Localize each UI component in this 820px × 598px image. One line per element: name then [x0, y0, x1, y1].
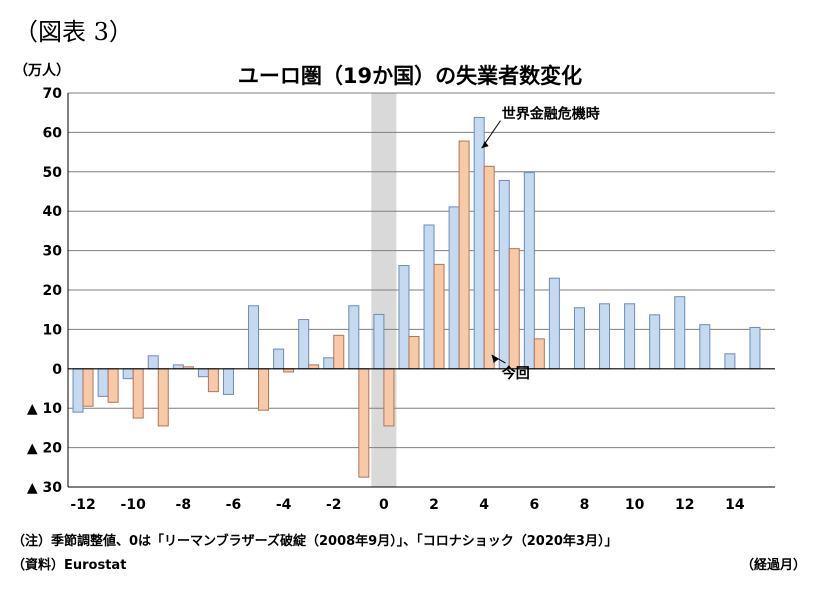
x-axis-unit-label: （経過月） [740, 558, 806, 573]
bar-financial-crisis [97, 368, 109, 397]
x-tick-label: 14 [725, 497, 745, 513]
bar-current [157, 368, 169, 427]
x-tick-label: -6 [226, 497, 242, 513]
bar-financial-crisis [448, 206, 460, 370]
chart-title: ユーロ圏（19か国）の失業者数変化 [237, 64, 583, 88]
bar-financial-crisis [523, 172, 535, 370]
bar-financial-crisis [373, 313, 385, 370]
y-tick-label: ▲ 30 [27, 480, 62, 496]
y-tick-label: 60 [43, 125, 63, 141]
x-tick-label: -2 [326, 497, 342, 513]
y-tick-label: ▲ 10 [27, 401, 62, 417]
bar-current [132, 368, 144, 419]
bar-financial-crisis [649, 314, 661, 370]
bar-financial-crisis [498, 179, 510, 370]
bar-financial-crisis [674, 296, 686, 370]
y-tick-label: 50 [43, 165, 63, 181]
bar-financial-crisis [122, 368, 134, 380]
bar-current [383, 368, 395, 427]
bar-financial-crisis [222, 368, 234, 395]
bar-financial-crisis [72, 368, 84, 413]
bar-financial-crisis [147, 355, 159, 370]
y-tick-label: 0 [52, 362, 62, 378]
x-tick-label: -10 [121, 497, 147, 513]
figure-label: （図表 3） [14, 18, 133, 46]
bar-current [483, 165, 495, 370]
bar-financial-crisis [298, 319, 310, 370]
x-tick-label: -8 [176, 497, 192, 513]
annotation-current: 今回 [501, 365, 530, 382]
x-tick-label: 4 [479, 497, 489, 513]
y-tick-label: 70 [43, 86, 63, 102]
bar-financial-crisis [573, 307, 585, 370]
bar-financial-crisis [699, 324, 711, 370]
bar-current [533, 338, 545, 370]
x-tick-label: 8 [580, 497, 590, 513]
y-tick-label: 40 [43, 204, 63, 220]
annotation-arrow-financial-crisis [481, 141, 489, 149]
y-axis-unit-label: （万人） [14, 63, 70, 79]
bar-current [458, 140, 470, 370]
bar-financial-crisis [323, 357, 335, 370]
x-tick-label: 2 [429, 497, 439, 513]
annotation-arrow-current [491, 355, 499, 364]
bar-current [107, 368, 119, 403]
footnote: （注）季節調整値、0は「リーマンブラザーズ破綻（2008年9月）」、「コロナショ… [12, 534, 618, 549]
bar-current [333, 334, 345, 370]
bar-financial-crisis [398, 265, 410, 370]
bar-financial-crisis [423, 224, 435, 370]
bar-financial-crisis [599, 303, 611, 370]
source-note: （資料）Eurostat [12, 558, 127, 573]
bar-current [433, 263, 445, 370]
x-tick-label: -12 [70, 497, 95, 513]
x-tick-label: 10 [625, 497, 645, 513]
y-tick-label: 20 [43, 283, 63, 299]
bar-financial-crisis [624, 303, 636, 370]
bar-financial-crisis [197, 368, 209, 378]
bar-financial-crisis [273, 348, 285, 370]
bar-current [258, 368, 270, 411]
x-tick-label: 12 [675, 497, 694, 513]
bar-current [508, 248, 520, 370]
y-tick-label: ▲ 20 [27, 441, 62, 457]
x-tick-label: 6 [529, 497, 539, 513]
annotation-financial-crisis: 世界金融危機時 [502, 106, 600, 123]
bar-financial-crisis [473, 116, 485, 370]
y-tick-label: 30 [43, 244, 63, 260]
x-tick-label: 0 [379, 497, 389, 513]
bar-current [358, 368, 370, 478]
bar-financial-crisis [248, 305, 260, 370]
bar-current [207, 368, 219, 393]
bar-financial-crisis [749, 326, 761, 370]
x-tick-label: -4 [276, 497, 292, 513]
y-tick-label: 10 [43, 322, 63, 338]
bar-financial-crisis [548, 277, 560, 370]
bar-financial-crisis [348, 305, 360, 370]
bar-current [82, 368, 94, 407]
bar-current [408, 335, 420, 370]
bar-financial-crisis [724, 353, 736, 370]
